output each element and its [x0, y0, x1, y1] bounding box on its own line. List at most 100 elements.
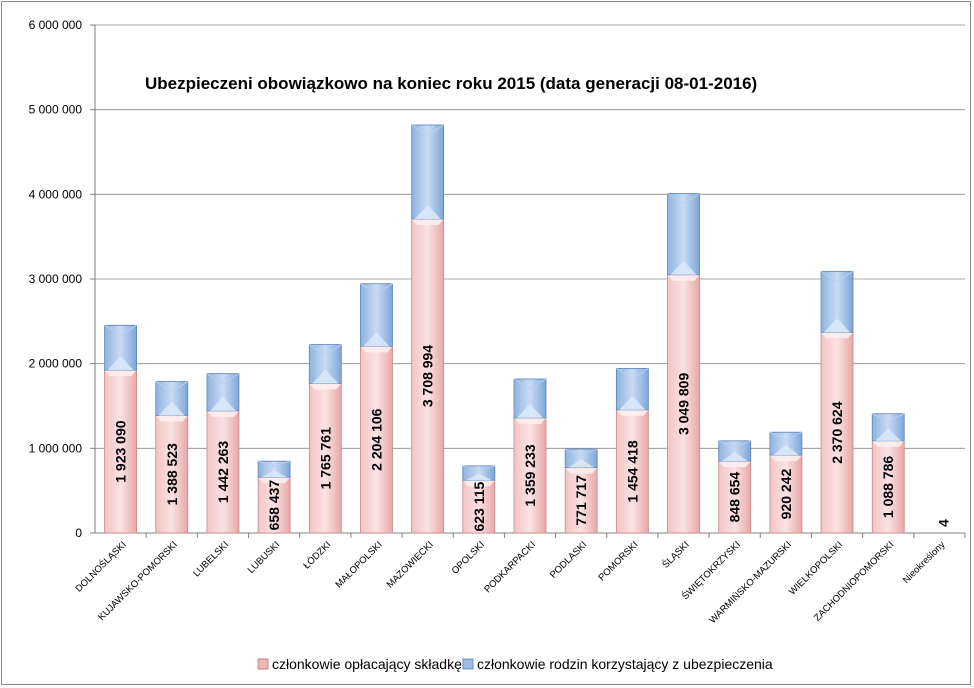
bar-segment-family: [564, 448, 598, 469]
bar-bevel-line: [513, 378, 531, 390]
bar-bevel-paying: [411, 218, 444, 225]
bar-segment-paying: [360, 345, 393, 534]
bar-bevel-line: [565, 448, 582, 456]
bar-segment-paying: [667, 274, 700, 534]
bar-segment-paying: [871, 440, 905, 534]
bar-bevel-line: [104, 324, 121, 336]
bar-bevel-paying: [462, 480, 495, 487]
bars: [104, 124, 905, 534]
legend-label-family: członkowie rodzin korzystający z ubezpie…: [477, 656, 773, 672]
value-label: 920 242: [778, 469, 794, 520]
gridlines: [95, 24, 965, 449]
bar-bevel-line: [478, 465, 495, 471]
legend: członkowie opłacający składkę członkowie…: [257, 656, 773, 672]
value-label: 1 388 523: [164, 443, 180, 505]
bar-bevel-family: [772, 444, 799, 456]
value-label: 771 717: [573, 475, 589, 526]
value-label: 3 708 994: [420, 345, 436, 407]
bar-segment-family: [667, 193, 700, 276]
value-label: 2 204 106: [368, 408, 384, 470]
bar-bevel-line: [273, 460, 291, 467]
bar-bevel-line: [632, 367, 649, 379]
bar-bevel-paying: [667, 274, 700, 281]
bar-bevel-line: [257, 460, 275, 467]
bar-bevel-line: [888, 413, 905, 423]
x-tick-label: PODKARPACKI: [482, 539, 538, 595]
value-labels: 1 923 090 1 388 523 1 442 263 658 437 1 765 …: [113, 345, 952, 532]
value-label: 1 442 263: [215, 441, 231, 503]
bar-bevel-family: [261, 470, 288, 478]
bar-bevel-family: [414, 204, 441, 219]
value-label: 4: [935, 519, 951, 527]
bar-bevel-line: [376, 283, 393, 295]
bar-bevel-line: [872, 413, 889, 423]
bar-bevel-paying: [258, 477, 291, 484]
bar-bevel-paying: [360, 346, 393, 353]
value-label: 1 359 233: [522, 444, 538, 506]
bar-bevel-paying: [565, 467, 598, 474]
y-tick-label: 6 000 000: [29, 18, 83, 32]
bar-segment-paying: [564, 467, 598, 534]
bar-bevel-family: [670, 260, 697, 275]
bar-bevel-family: [107, 356, 134, 371]
x-tick-label: POMORSKI: [596, 539, 640, 583]
value-label: 2 370 624: [829, 401, 845, 463]
x-tick-label: MAŁOPOLSKI: [334, 539, 385, 590]
bar-bevel-family: [363, 332, 390, 347]
legend-swatch-family: [462, 658, 474, 670]
bar-segment-paying: [718, 460, 752, 534]
bar-bevel-line: [325, 344, 342, 355]
bar-bevel-line: [667, 193, 684, 204]
bar-bevel-family: [517, 403, 543, 418]
bar-segment-paying: [513, 417, 547, 534]
bar-segment-family: [257, 460, 291, 478]
value-label: 3 049 809: [676, 373, 692, 435]
x-tick-label: MAZOWIECKI: [385, 539, 436, 590]
bar-segment-paying: [104, 369, 137, 534]
x-tick-label: WIELKOPOLSKI: [787, 539, 845, 597]
bar-segment-paying: [308, 383, 342, 534]
bar-bevel-line: [785, 431, 803, 440]
bar-bevel-line: [309, 344, 326, 355]
bar-segment-paying: [615, 409, 649, 534]
bar-bevel-paying: [104, 370, 137, 377]
x-tick-label: OPOLSKI: [450, 539, 487, 576]
bar-segment-paying: [769, 454, 803, 534]
bar-bevel-line: [222, 373, 240, 385]
bar-bevel-family: [312, 369, 339, 384]
bar-bevel-line: [820, 270, 838, 282]
legend-swatch-paying: [257, 658, 269, 670]
x-tick-label: LUBELSKI: [191, 539, 231, 579]
x-tick-label: PODLASKI: [548, 539, 589, 580]
bar-bevel-family: [875, 428, 902, 441]
bar-bevel-line: [529, 378, 547, 390]
bar-bevel-family: [619, 395, 646, 410]
x-tick-label: Nieokreślony: [901, 539, 948, 586]
bar-bevel-paying: [769, 455, 802, 462]
bar-bevel-line: [206, 373, 224, 385]
y-tick-label: 3 000 000: [29, 272, 83, 286]
bar-bevel-line: [155, 381, 173, 392]
value-label: 623 115: [471, 481, 487, 531]
bar-bevel-paying: [309, 383, 342, 390]
value-label: 658 437: [266, 480, 282, 531]
y-tick-label: 2 000 000: [29, 357, 83, 371]
chart-title: Ubezpieczeni obowiązkowo na koniec roku …: [145, 74, 757, 93]
y-tick-label: 5 000 000: [29, 103, 83, 117]
bar-bevel-line: [683, 193, 700, 204]
value-label: 1 088 786: [880, 456, 896, 518]
bar-segment-paying: [155, 415, 189, 534]
bar-bevel-paying: [718, 461, 751, 468]
bar-bevel-line: [171, 381, 189, 392]
bar-segment-paying: [206, 410, 240, 534]
bar-bevel-line: [360, 283, 377, 295]
bar-bevel-line: [734, 440, 751, 448]
bar-bevel-paying: [206, 410, 239, 417]
bar-bevel-line: [462, 465, 479, 471]
bar-segment-family: [411, 124, 445, 220]
bar-bevel-family: [721, 452, 748, 462]
bar-bevel-line: [411, 124, 428, 136]
bar-bevel-paying: [514, 417, 546, 424]
